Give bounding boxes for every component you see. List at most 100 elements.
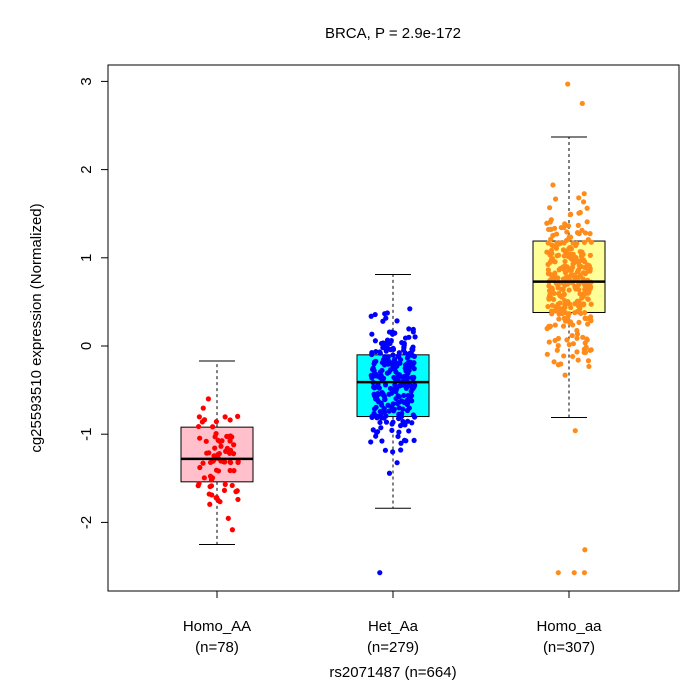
data-point (229, 527, 235, 533)
data-point (222, 481, 228, 487)
data-point (229, 482, 235, 489)
data-point (560, 306, 566, 312)
data-point (581, 191, 587, 197)
data-point (557, 240, 563, 246)
data-point (373, 372, 379, 378)
data-point (377, 369, 384, 375)
data-point (566, 342, 572, 348)
data-point (396, 429, 402, 435)
data-point (409, 420, 415, 426)
data-point (576, 195, 582, 201)
data-point (550, 182, 556, 188)
data-point (564, 229, 570, 235)
data-point (580, 334, 586, 340)
data-point (395, 393, 401, 399)
data-point (391, 408, 397, 414)
data-point (401, 342, 407, 348)
data-point (196, 414, 202, 420)
data-point (227, 438, 233, 444)
data-point (568, 272, 574, 278)
data-point (586, 363, 592, 370)
data-point (410, 329, 416, 335)
data-point (544, 325, 550, 332)
data-point (550, 232, 556, 239)
data-point (585, 321, 591, 327)
data-point (390, 352, 396, 358)
data-point (377, 419, 383, 426)
data-point (373, 384, 379, 390)
box-group (356, 274, 430, 576)
data-point (382, 396, 388, 402)
data-point (580, 276, 586, 282)
data-point (570, 353, 576, 360)
data-point (565, 223, 572, 229)
data-point (207, 501, 213, 507)
data-point (389, 421, 395, 427)
data-point (553, 245, 560, 251)
box-group (180, 360, 254, 545)
data-point (588, 301, 594, 307)
data-point (545, 271, 551, 277)
data-point (584, 219, 590, 225)
data-point (387, 338, 393, 344)
data-point (213, 418, 220, 425)
outlier-point (571, 570, 577, 576)
data-point (389, 427, 395, 433)
data-point (580, 302, 587, 308)
data-point (544, 249, 550, 255)
data-point (582, 309, 588, 316)
data-point (412, 414, 418, 420)
data-point (558, 286, 564, 292)
data-point (200, 460, 206, 466)
data-point (564, 317, 571, 323)
data-point (219, 438, 225, 444)
data-point (374, 429, 380, 436)
data-point (195, 423, 202, 430)
y-tick-label: 3 (78, 77, 95, 85)
data-point (197, 464, 203, 471)
data-point (386, 408, 392, 414)
data-point (544, 351, 550, 357)
data-point (552, 270, 558, 276)
data-point (207, 483, 213, 490)
data-point (378, 425, 384, 431)
data-point (209, 492, 215, 498)
data-point (382, 447, 389, 453)
data-point (390, 386, 396, 393)
data-point (227, 459, 233, 465)
data-point (575, 303, 581, 309)
data-point (406, 367, 412, 373)
x-tick-label: Homo_aa (536, 618, 602, 635)
data-point (552, 337, 558, 344)
y-tick-label: -2 (78, 516, 95, 529)
data-point (551, 359, 557, 365)
outlier-point (579, 100, 585, 107)
data-point (391, 374, 397, 381)
data-point (396, 405, 402, 411)
data-point (568, 304, 574, 311)
x-tick-count-label: (n=78) (195, 639, 239, 656)
data-point (549, 308, 555, 314)
data-point (576, 210, 582, 216)
data-point (218, 443, 224, 449)
data-point (216, 451, 222, 457)
data-point (377, 350, 383, 356)
data-point (395, 433, 401, 440)
data-point (544, 220, 550, 226)
data-point (406, 394, 412, 400)
data-point (383, 343, 389, 349)
y-tick-label: -1 (78, 428, 95, 441)
data-point (552, 322, 558, 328)
data-point (233, 489, 239, 495)
data-point (369, 350, 375, 356)
data-point (408, 363, 414, 369)
data-point (548, 217, 554, 223)
data-point (379, 438, 385, 444)
data-point (215, 468, 222, 474)
data-point (575, 222, 581, 228)
data-point (390, 449, 396, 455)
data-point (368, 313, 374, 319)
data-point (552, 308, 558, 314)
data-point (584, 205, 590, 211)
data-point (394, 318, 400, 324)
